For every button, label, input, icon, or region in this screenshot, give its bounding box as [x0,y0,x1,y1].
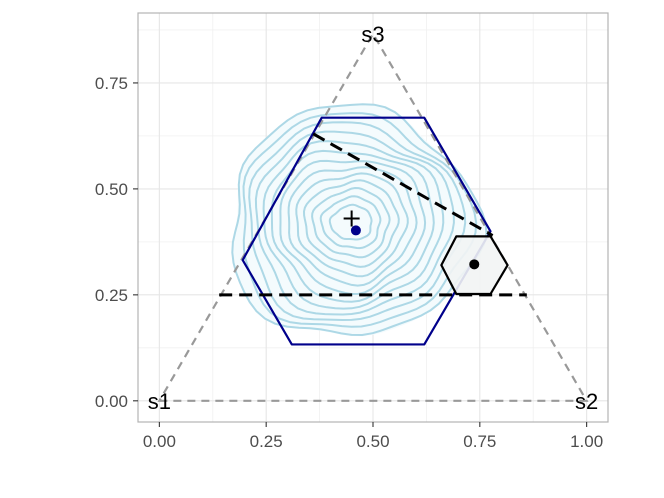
x-tick-label: 1.00 [570,432,603,451]
density-contour [231,103,488,336]
density-contour [248,121,467,321]
points [343,210,480,270]
density-contour [328,203,373,241]
density-contour [319,195,382,250]
density-contour [287,166,418,287]
x-tick-label: 0.25 [250,432,283,451]
vertex-label: s2 [575,389,598,414]
density-contour [279,159,427,295]
dot-point [469,259,480,270]
density-contours [231,103,488,337]
cross-point [343,210,360,227]
x-tick-label: 0.00 [143,432,176,451]
vertex-labels: s1 s2 s3 [148,22,599,414]
y-tick-label: 0.50 [95,180,128,199]
vertex-label: s1 [148,389,171,414]
density-contour [242,112,478,328]
density-contour [295,172,409,278]
density-contour [303,179,400,268]
vertex-label: s3 [361,22,384,47]
density-contour [311,187,391,259]
dot-point [350,225,361,236]
x-tick-label: 0.50 [356,432,389,451]
density-contour [270,149,435,303]
axes: 0.00 0.25 0.50 0.75 1.00 0.00 0.25 0.50 0.75 [95,74,603,451]
x-tick-label: 0.75 [463,432,496,451]
density-contour [254,130,455,316]
dashed-line [312,132,494,237]
y-tick-label: 0.00 [95,392,128,411]
y-tick-label: 0.25 [95,286,128,305]
large-hexagon [241,116,492,346]
y-tick-label: 0.75 [95,74,128,93]
